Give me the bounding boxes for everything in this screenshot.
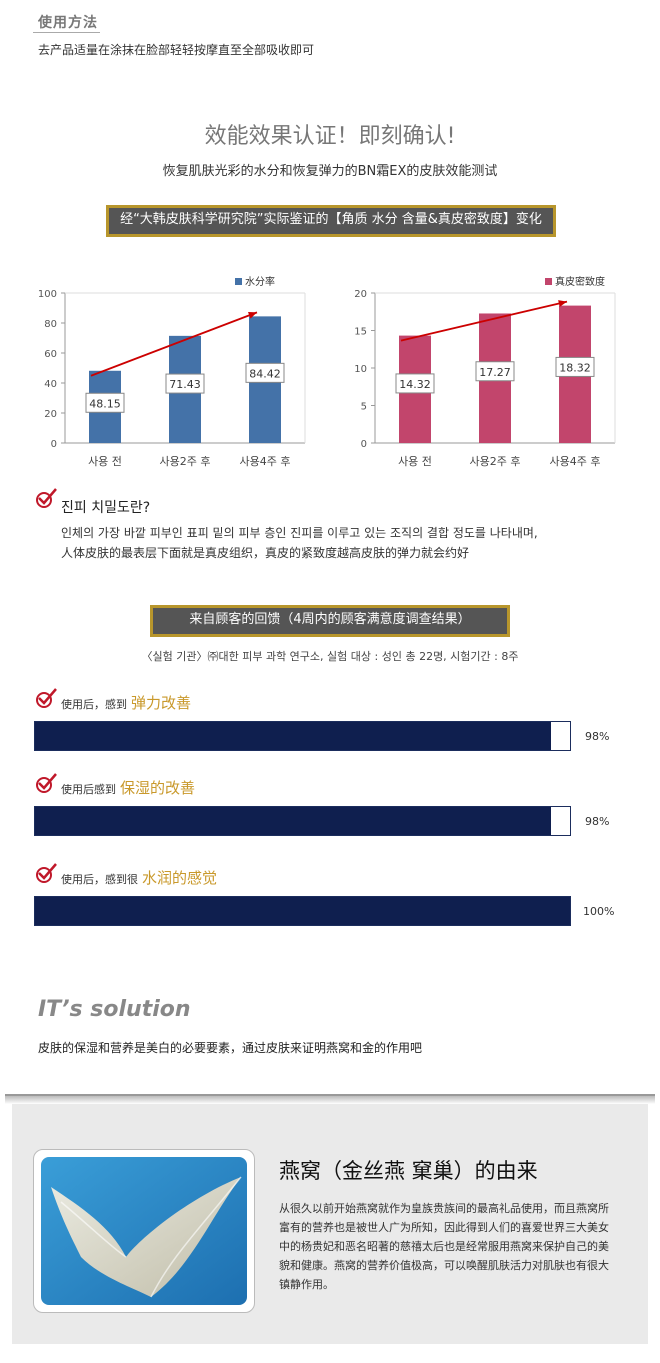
data-label: 71.43 <box>169 378 201 391</box>
survey-bar-fill <box>35 722 552 750</box>
legend-swatch <box>235 278 242 285</box>
checkmark-icon <box>36 488 57 508</box>
survey-item-prefix: 使用后，感到很 <box>61 873 138 886</box>
bird-nest-photo-frame <box>33 1149 255 1313</box>
survey-percent: 98% <box>585 730 610 743</box>
checkmark-icon <box>36 688 57 708</box>
trend-arrow-head <box>558 300 567 307</box>
data-label: 14.32 <box>399 378 431 391</box>
dermis-desc-chinese: 人体皮肤的最表层下面就是真皮组织，真皮的紧致度越高皮肤的弹力就会约好 <box>61 546 470 560</box>
y-tick-label: 20 <box>354 289 367 300</box>
legend-label: 真皮密致度 <box>555 275 605 288</box>
dermis-question-title: 진피 치밀도란? <box>61 500 151 516</box>
survey-bar-track <box>34 806 571 836</box>
survey-bar-track <box>34 721 571 751</box>
bird-nest-image <box>41 1157 247 1305</box>
solution-text: 皮肤的保湿和营养是美白的必要要素，通过皮肤来证明燕窝和金的作用吧 <box>38 1041 423 1055</box>
legend-label: 水分率 <box>245 275 275 288</box>
x-tick-label: 사용2주 후 <box>160 455 211 468</box>
y-tick-label: 80 <box>44 319 57 330</box>
y-tick-label: 0 <box>361 439 367 450</box>
y-tick-label: 15 <box>354 327 367 338</box>
bird-nest-title: 燕窝（金丝燕 窠巢）的由来 <box>279 1159 538 1183</box>
y-tick-label: 10 <box>354 364 367 375</box>
data-label: 17.27 <box>479 366 511 379</box>
x-tick-label: 사용 전 <box>398 455 432 468</box>
data-label: 48.15 <box>89 397 121 410</box>
moisture-chart-svg: 0 20 40 60 80 100 水分率 사용 전 48.15 사용2주 후 71.43 사용4주 … <box>38 275 306 468</box>
survey-item-label: 使用后感到 保湿的改善 <box>61 777 195 798</box>
survey-note: 〈실험 기관〉㈜대한 피부 과학 연구소, 실험 대상 : 성인 총 22명, … <box>141 650 519 663</box>
usage-title: 使用方法 <box>38 15 98 31</box>
x-tick-label: 사용2주 후 <box>470 455 521 468</box>
usage-title-underline <box>33 32 100 33</box>
usage-text: 去产品适量在涂抹在脸部轻轻按摩直至全部吸收即可 <box>38 43 315 57</box>
survey-bar-fill <box>35 807 552 835</box>
data-label-box <box>555 356 595 377</box>
moisture-chart: 0 20 40 60 80 100 水分率 사용 전 48.15 사용2주 후 71.43 사용4주 … <box>30 270 320 475</box>
legend-swatch <box>545 278 552 285</box>
efficacy-subtitle: 恢复肌肤光彩的水分和恢复弹力的BN霜EX的皮肤效能测试 <box>162 164 498 179</box>
density-chart-svg: 0 5 10 15 20 真皮密致度 사용 전 14.32 사용2주 후 17.27 사용4주 후 1… <box>354 275 616 468</box>
section-divider <box>5 1094 655 1104</box>
density-chart: 0 5 10 15 20 真皮密致度 사용 전 14.32 사용2주 후 17.27 사용4주 후 1… <box>340 270 630 475</box>
trend-arrow-head <box>248 312 257 319</box>
survey-item-label: 使用后，感到 弹力改善 <box>61 692 191 713</box>
y-tick-label: 20 <box>44 409 57 420</box>
x-tick-label: 사용4주 후 <box>550 455 601 468</box>
checkmark-icon <box>36 863 57 883</box>
x-tick-label: 사용 전 <box>88 455 122 468</box>
data-label: 84.42 <box>249 367 281 380</box>
data-label-box <box>245 362 285 383</box>
survey-item-prefix: 使用后感到 <box>61 783 116 796</box>
dermis-desc-korean: 인체의 가장 바깥 피부인 표피 밑의 피부 층인 진피를 이루고 있는 조직의… <box>61 526 538 540</box>
survey-percent: 98% <box>585 815 610 828</box>
efficacy-banner: 经“大韩皮肤科学研究院”实际鉴证的【角质 水分 含量&真皮密致度】变化 <box>106 205 556 237</box>
y-tick-label: 100 <box>38 289 57 300</box>
survey-bar-fill <box>35 897 570 925</box>
efficacy-banner-text: 经“大韩皮肤科学研究院”实际鉴证的【角质 水分 含量&真皮密致度】变化 <box>120 212 542 227</box>
survey-banner-text: 来自顾客的回馈（4周内的顾客满意度调查结果） <box>189 612 471 627</box>
bird-nest-text: 从很久以前开始燕窝就作为皇族贵族间的最高礼品使用，而且燕窝所富有的营养也是被世人… <box>279 1202 609 1291</box>
trend-arrow-line <box>400 300 568 342</box>
efficacy-title: 效能效果认证！即刻确认! <box>204 124 456 149</box>
survey-percent: 100% <box>583 905 615 918</box>
checkmark-icon <box>36 773 57 793</box>
data-label-box <box>475 361 515 382</box>
solution-title: IT’s solution <box>38 997 191 1022</box>
survey-item-highlight: 弹力改善 <box>131 694 192 712</box>
x-tick-label: 사용4주 후 <box>240 455 291 468</box>
data-label-box <box>395 373 435 394</box>
survey-item-highlight: 保湿的改善 <box>120 779 196 797</box>
data-label-box <box>165 373 205 394</box>
survey-banner: 来自顾客的回馈（4周内的顾客满意度调查结果） <box>150 605 510 637</box>
survey-item-label: 使用后，感到很 水润的感觉 <box>61 867 217 888</box>
survey-bar-track <box>34 896 571 926</box>
y-tick-label: 40 <box>44 379 57 390</box>
y-tick-label: 60 <box>44 349 57 360</box>
trend-arrow-line <box>90 311 258 377</box>
y-tick-label: 0 <box>51 439 57 450</box>
data-label: 18.32 <box>559 361 591 374</box>
survey-item-highlight: 水润的感觉 <box>142 869 218 887</box>
survey-item-prefix: 使用后，感到 <box>61 698 127 711</box>
data-label-box <box>85 392 125 413</box>
y-tick-label: 5 <box>361 402 367 413</box>
